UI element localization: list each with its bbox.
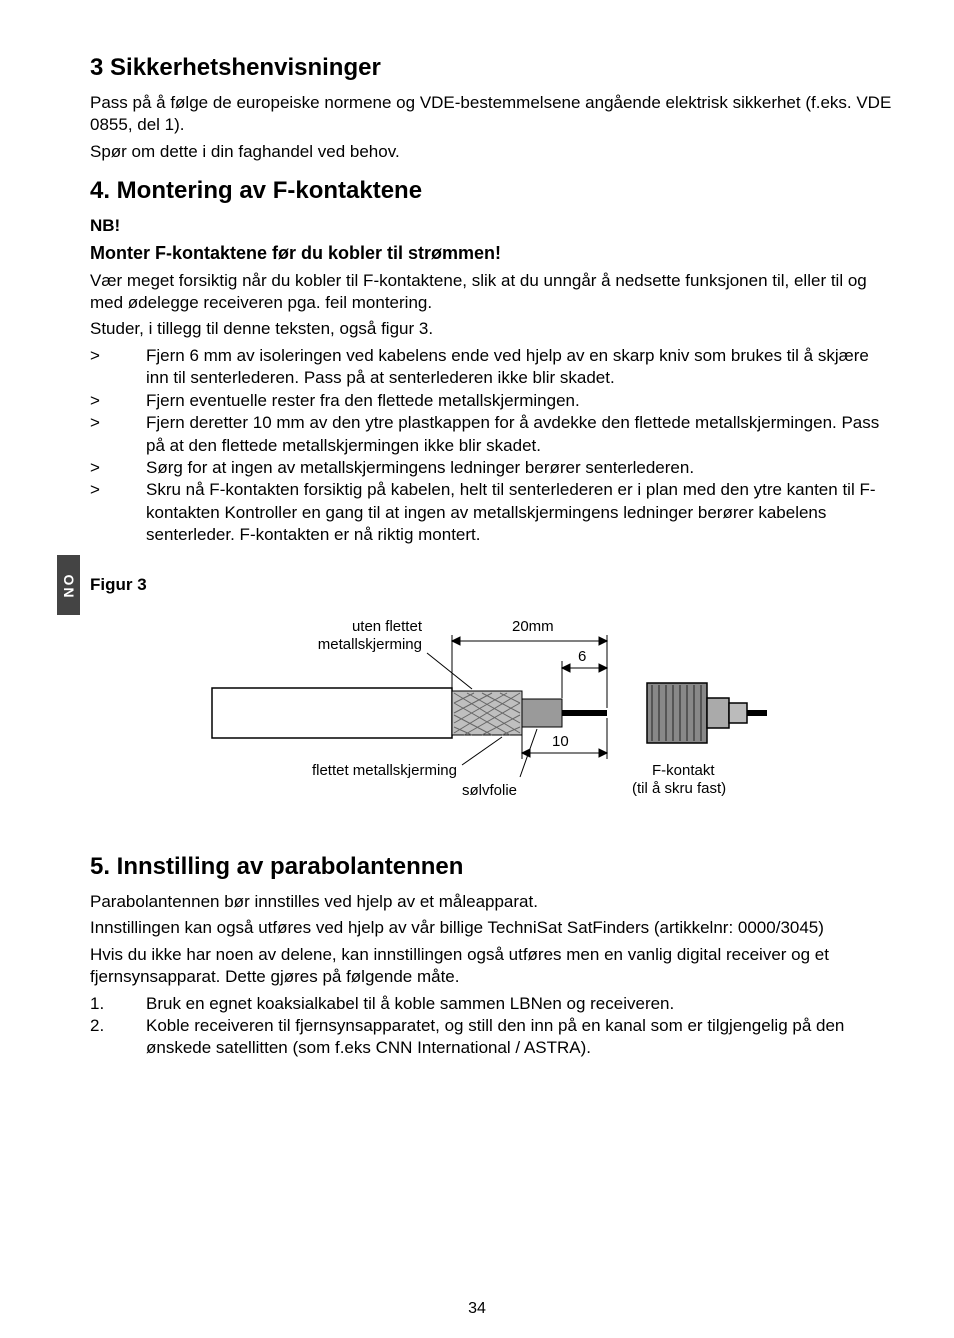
page: NO 3 Sikkerhetshenvisninger Pass på å fø…: [0, 0, 954, 1338]
list-marker: >: [90, 479, 146, 546]
label-solv: sølvfolie: [462, 782, 517, 799]
page-number: 34: [0, 1300, 954, 1318]
figure-3: 20mm 6 10 uten flett: [90, 603, 894, 803]
label-fkontakt-1: F-kontakt: [652, 762, 715, 779]
label-flettet: flettet metallskjerming: [312, 762, 457, 779]
list-item: 1. Bruk en egnet koaksialkabel til å kob…: [90, 993, 894, 1015]
list-text: Bruk en egnet koaksialkabel til å koble …: [146, 993, 894, 1015]
list-text: Fjern eventuelle rester fra den flettede…: [146, 390, 894, 412]
section-3-title: 3 Sikkerhetshenvisninger: [90, 54, 894, 82]
section-5-para-1: Parabolantennen bør innstilles ved hjelp…: [90, 891, 894, 913]
dim-20mm: 20mm: [512, 618, 554, 635]
list-text: Fjern deretter 10 mm av den ytre plastka…: [146, 412, 894, 457]
list-marker: 2.: [90, 1015, 146, 1060]
language-tab: NO: [57, 555, 80, 615]
list-marker: >: [90, 390, 146, 412]
section-4-warning: Monter F-kontaktene før du kobler til st…: [90, 242, 894, 266]
section-4-para-1: Vær meget forsiktig når du kobler til F-…: [90, 270, 894, 315]
section-4-nb: NB!: [90, 215, 894, 237]
list-marker: >: [90, 412, 146, 457]
section-5-title: 5. Innstilling av parabolantennen: [90, 853, 894, 881]
section-4-para-2: Studer, i tillegg til denne teksten, ogs…: [90, 318, 894, 340]
section-3-para-1: Pass på å følge de europeiske normene og…: [90, 92, 894, 137]
language-tab-text: NO: [61, 573, 77, 598]
list-item: > Sørg for at ingen av metallskjermingen…: [90, 457, 894, 479]
list-marker: >: [90, 345, 146, 390]
list-text: Fjern 6 mm av isoleringen ved kabelens e…: [146, 345, 894, 390]
list-item: 2. Koble receiveren til fjernsynsapparat…: [90, 1015, 894, 1060]
list-item: > Fjern deretter 10 mm av den ytre plast…: [90, 412, 894, 457]
figure-3-label: Figur 3: [90, 575, 894, 595]
list-text: Skru nå F-kontakten forsiktig på kabelen…: [146, 479, 894, 546]
section-5-para-3: Hvis du ikke har noen av delene, kan inn…: [90, 944, 894, 989]
list-marker: >: [90, 457, 146, 479]
section-4-title: 4. Montering av F-kontaktene: [90, 177, 894, 205]
list-text: Koble receiveren til fjernsynsapparatet,…: [146, 1015, 894, 1060]
list-item: > Skru nå F-kontakten forsiktig på kabel…: [90, 479, 894, 546]
label-uten-2: metallskjerming: [318, 636, 422, 653]
label-fkontakt-2: (til å skru fast): [632, 780, 726, 797]
list-item: > Fjern 6 mm av isoleringen ved kabelens…: [90, 345, 894, 390]
section-5-para-2: Innstillingen kan også utføres ved hjelp…: [90, 917, 894, 939]
cable-diagram: 20mm 6 10 uten flett: [192, 603, 792, 803]
dim-6: 6: [578, 648, 586, 665]
list-text: Sørg for at ingen av metallskjermingens …: [146, 457, 894, 479]
list-marker: 1.: [90, 993, 146, 1015]
list-item: > Fjern eventuelle rester fra den flette…: [90, 390, 894, 412]
label-uten-1: uten flettet: [352, 618, 423, 635]
section-3-para-2: Spør om dette i din faghandel ved behov.: [90, 141, 894, 163]
dim-10: 10: [552, 733, 569, 750]
